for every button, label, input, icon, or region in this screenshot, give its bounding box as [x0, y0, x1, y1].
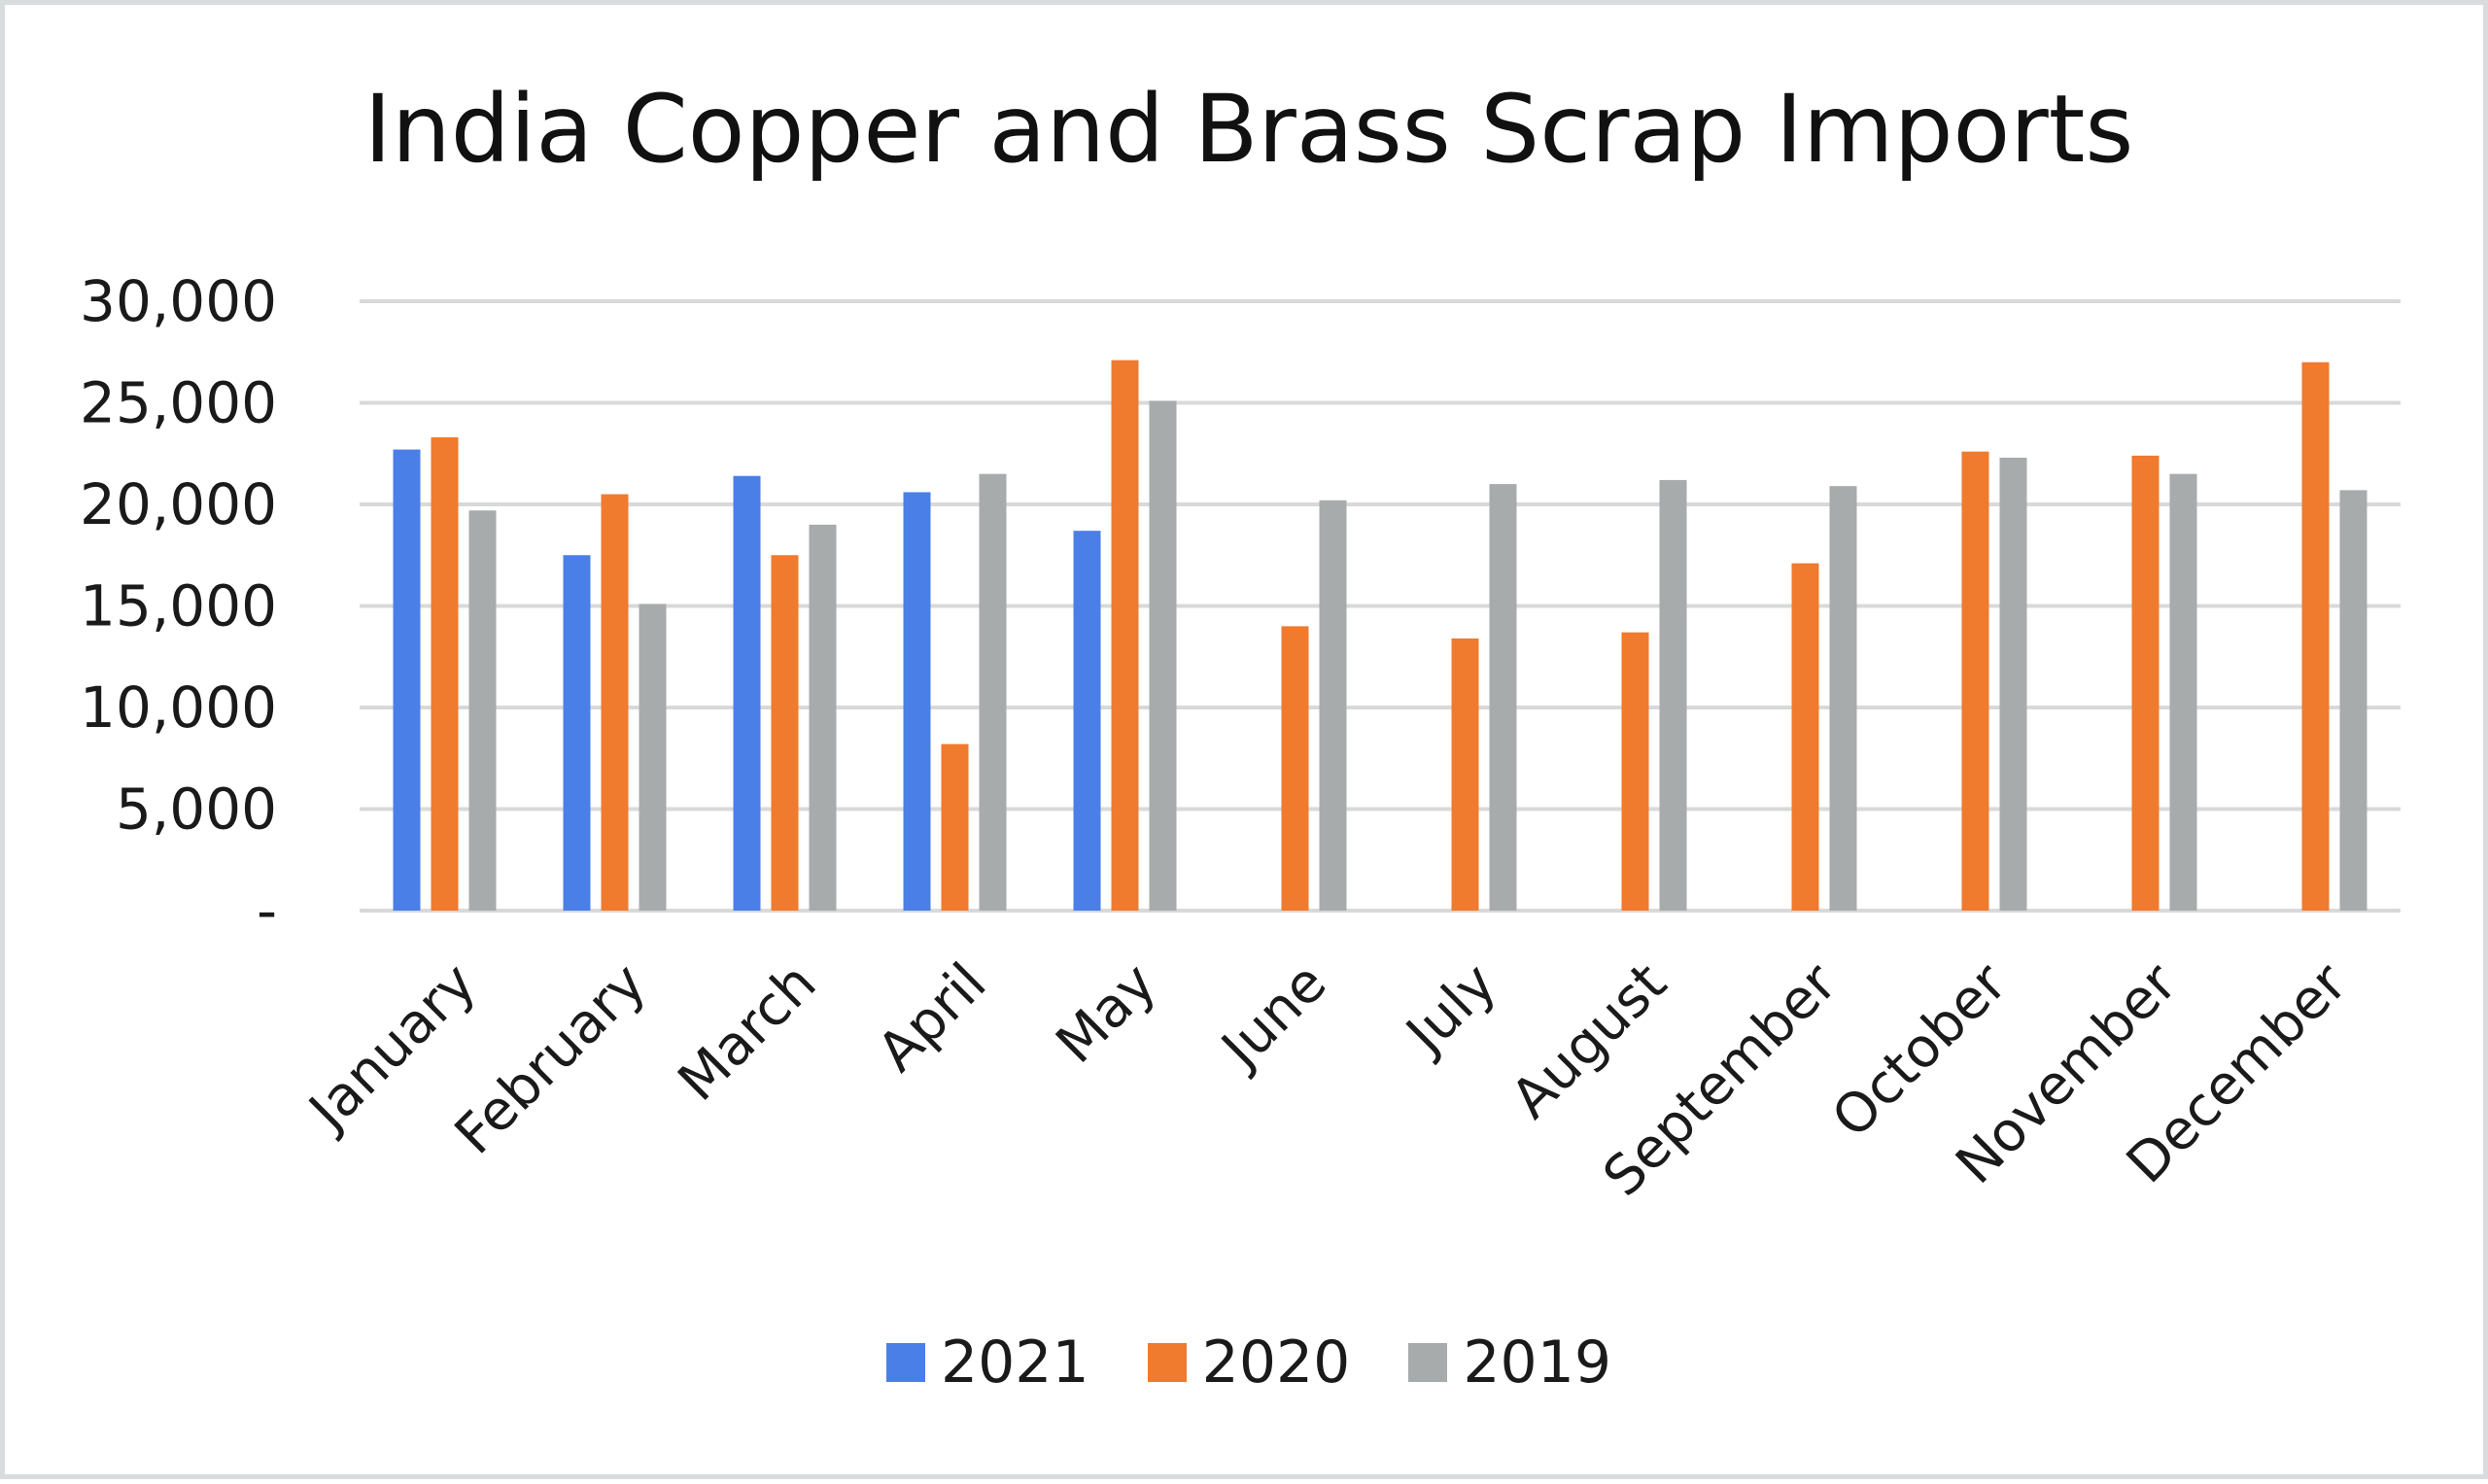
- chart-legend: 2021 2020 2019: [5, 1329, 2488, 1397]
- bar-2021-may: [1073, 531, 1101, 911]
- bar-2020-december: [2301, 362, 2330, 911]
- bar-2020-march: [771, 555, 799, 911]
- bar-2020-may: [1111, 360, 1139, 911]
- y-tick-label: 20,000: [80, 471, 277, 537]
- y-tick-label: 10,000: [80, 674, 277, 741]
- x-tick-label: March: [667, 951, 829, 1114]
- x-tick-label: July: [1393, 951, 1508, 1067]
- legend-item: 2021: [885, 1329, 1089, 1397]
- y-tick-label: 5,000: [116, 777, 277, 843]
- legend-swatch: [1147, 1343, 1187, 1382]
- bar-2019-march: [809, 524, 837, 911]
- bar-2021-march: [733, 475, 761, 911]
- bar-2021-april: [903, 492, 931, 911]
- x-tick-label: April: [866, 951, 998, 1084]
- x-tick-label: June: [1208, 951, 1338, 1082]
- bar-2019-april: [979, 473, 1007, 911]
- bar-2021-february: [563, 555, 591, 911]
- bar-2019-november: [2169, 473, 2197, 911]
- legend-swatch: [885, 1343, 925, 1382]
- bar-2019-june: [1319, 500, 1347, 911]
- legend-item: 2020: [1147, 1329, 1351, 1397]
- chart-title: India Copper and Brass Scrap Imports: [363, 75, 2134, 184]
- bar-2019-february: [639, 604, 667, 911]
- bar-2020-april: [941, 743, 969, 911]
- x-tick-label: May: [1045, 951, 1169, 1076]
- bar-2019-may: [1149, 400, 1177, 911]
- bar-2020-february: [601, 494, 629, 911]
- legend-swatch: [1408, 1343, 1448, 1382]
- bar-2020-january: [431, 437, 459, 911]
- legend-label: 2020: [1201, 1329, 1351, 1397]
- bar-2019-december: [2339, 490, 2367, 911]
- bar-2019-january: [468, 510, 497, 911]
- bar-chart: -5,00010,00015,00020,00025,00030,000Janu…: [80, 268, 2401, 1209]
- y-tick-label: 15,000: [80, 573, 277, 639]
- bar-2020-july: [1451, 638, 1479, 911]
- bar-2019-august: [1659, 479, 1687, 911]
- y-tick-label: -: [257, 878, 277, 944]
- bar-2020-september: [1791, 563, 1819, 911]
- bar-2019-september: [1829, 486, 1857, 911]
- bar-2020-october: [1961, 451, 1989, 911]
- bar-2020-june: [1281, 626, 1309, 911]
- y-tick-label: 25,000: [80, 370, 277, 436]
- bar-2021-january: [393, 449, 421, 911]
- y-tick-label: 30,000: [80, 268, 277, 334]
- bar-2020-august: [1621, 632, 1649, 911]
- legend-label: 2019: [1463, 1329, 1612, 1397]
- legend-item: 2019: [1408, 1329, 1611, 1397]
- legend-label: 2021: [940, 1329, 1089, 1397]
- bar-2019-july: [1489, 484, 1517, 911]
- bar-2020-november: [2131, 455, 2160, 911]
- bar-2019-october: [1999, 457, 2027, 911]
